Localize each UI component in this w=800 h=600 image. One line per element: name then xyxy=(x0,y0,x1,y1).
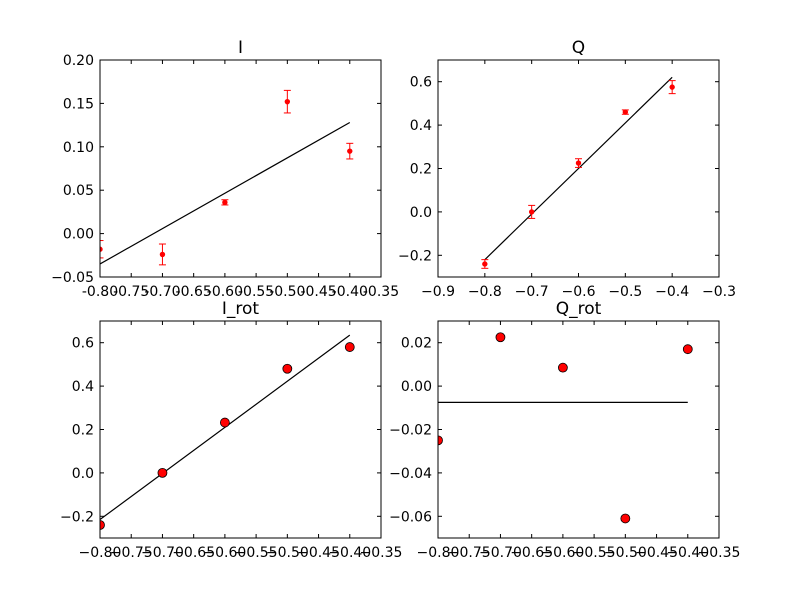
x-tick-label-q-rot-5: −0.55 xyxy=(573,545,616,561)
data-point-q-4 xyxy=(669,84,675,90)
fit-line-q xyxy=(484,76,673,261)
x-tick-label-i-rot-5: −0.55 xyxy=(235,545,278,561)
y-tick-label-i-3: 0.10 xyxy=(63,140,94,156)
x-tick-label-q-rot-7: −0.45 xyxy=(635,545,678,561)
x-tick-label-i-6: -0.50 xyxy=(269,284,305,300)
data-point-i-rot-2 xyxy=(219,417,230,428)
y-tick-label-q-rot-4: −0.06 xyxy=(389,509,432,525)
x-tick-label-i-rot-7: −0.45 xyxy=(297,545,340,561)
x-tick-label-q-rot-8: −0.40 xyxy=(666,545,709,561)
y-tick-label-i-4: 0.15 xyxy=(63,96,94,112)
x-tick-label-i-7: -0.45 xyxy=(300,284,336,300)
data-point-i-2 xyxy=(222,199,228,206)
x-tick-label-q-rot-9: −0.35 xyxy=(698,545,741,561)
x-tick-label-q-6: −0.3 xyxy=(702,284,736,300)
errorbar-i-0 xyxy=(100,240,104,259)
x-tick-label-q-4: −0.5 xyxy=(608,284,642,300)
x-tick-label-q-rot-3: −0.65 xyxy=(510,545,553,561)
subplot-i: -0.80-0.75-0.70-0.65-0.60-0.55-0.50-0.45… xyxy=(51,38,399,300)
data-point-q-rot-4 xyxy=(682,344,693,355)
subplot-q: −0.9 −0.8 −0.7 −0.6 −0.5 −0.4 −0.3 −0.2 0.0 0.2 0.… xyxy=(398,38,736,300)
y-tick-label-q-rot-2: −0.02 xyxy=(389,423,432,439)
plot-area-i xyxy=(100,89,354,266)
data-point-q-2 xyxy=(575,160,582,166)
x-tick-label-q-0: −0.9 xyxy=(421,284,455,300)
data-point-i-3 xyxy=(284,98,291,105)
x-tick-label-q-2: −0.7 xyxy=(515,284,549,300)
y-tick-label-i-rot-4: 0.6 xyxy=(72,336,94,352)
data-point-q-0 xyxy=(482,261,488,267)
x-tick-label-q-1: −0.8 xyxy=(468,284,502,300)
y-tick-label-q-2: 0.2 xyxy=(410,162,432,178)
x-tick-label-i-rot-2: −0.70 xyxy=(141,545,184,561)
x-tick-label-i-3: -0.65 xyxy=(176,284,212,300)
y-tick-label-i-2: 0.05 xyxy=(63,183,94,199)
fit-line-i xyxy=(100,121,351,265)
data-point-i-rot-1 xyxy=(157,467,168,478)
subplot-i-rot: −0.80−0.75−0.70−0.65−0.60−0.55−0.50−0.45… xyxy=(60,299,402,561)
plot-area-q xyxy=(481,76,676,269)
y-tick-label-q-4: 0.6 xyxy=(410,75,432,91)
data-point-q-rot-0 xyxy=(438,435,443,446)
y-tick-label-q-1: 0.0 xyxy=(410,205,432,221)
x-tick-label-q-3: −0.6 xyxy=(562,284,596,300)
data-point-i-1 xyxy=(159,251,166,258)
y-tick-label-i-0: −0.05 xyxy=(51,270,94,286)
x-tick-label-i-9: -0.35 xyxy=(363,284,399,300)
axes-frame-q-rot xyxy=(437,320,720,539)
y-tick-label-i-1: 0.00 xyxy=(63,227,94,243)
y-tick-label-q-rot-1: 0.00 xyxy=(401,379,432,395)
x-tick-label-i-rot-4: −0.60 xyxy=(203,545,246,561)
data-point-q-1 xyxy=(528,209,535,215)
x-tick-label-i-1: -0.75 xyxy=(113,284,149,300)
x-tick-label-i-rot-0: −0.80 xyxy=(79,545,122,561)
data-point-i-rot-4 xyxy=(344,342,355,352)
y-tick-label-i-5: 0.20 xyxy=(63,53,94,69)
plot-area-q-rot xyxy=(438,332,693,524)
x-tick-label-i-rot-6: −0.50 xyxy=(266,545,309,561)
subplot-title-i: I xyxy=(238,38,243,58)
axes-frame-i-rot xyxy=(99,320,382,539)
x-tick-label-i-rot-3: −0.65 xyxy=(172,545,215,561)
data-point-i-4 xyxy=(347,148,353,154)
x-tick-label-i-2: -0.70 xyxy=(144,284,180,300)
plot-area-i-rot xyxy=(100,334,355,530)
data-point-q-rot-2 xyxy=(557,362,568,373)
x-tick-label-q-5: −0.4 xyxy=(655,284,689,300)
data-point-q-rot-1 xyxy=(495,332,506,343)
x-tick-label-i-5: -0.55 xyxy=(238,284,274,300)
x-tick-label-i-rot-8: −0.40 xyxy=(328,545,371,561)
subplot-q-rot: −0.80−0.75−0.70−0.65−0.60−0.55−0.50−0.45… xyxy=(389,299,740,561)
y-tick-label-q-rot-0: 0.02 xyxy=(401,336,432,352)
y-tick-label-q-3: 0.4 xyxy=(410,118,432,134)
x-tick-label-i-rot-9: −0.35 xyxy=(360,545,403,561)
x-tick-label-i-8: -0.40 xyxy=(332,284,368,300)
x-tick-label-i-rot-1: −0.75 xyxy=(110,545,153,561)
x-tick-label-q-rot-4: −0.60 xyxy=(541,545,584,561)
y-tick-label-i-rot-0: −0.2 xyxy=(60,509,94,525)
y-tick-label-q-0: −0.2 xyxy=(398,248,432,264)
x-tick-label-q-rot-0: −0.80 xyxy=(417,545,460,561)
axes-frame-i xyxy=(99,59,382,278)
x-tick-label-i-4: -0.60 xyxy=(207,284,243,300)
x-tick-label-q-rot-1: −0.75 xyxy=(448,545,491,561)
data-point-i-rot-3 xyxy=(282,363,293,374)
data-point-q-rot-3 xyxy=(620,513,631,524)
subplot-title-q-rot: Q_rot xyxy=(556,299,602,319)
y-tick-label-i-rot-1: 0.0 xyxy=(72,466,94,482)
y-tick-label-i-rot-2: 0.2 xyxy=(72,423,94,439)
subplot-title-q: Q xyxy=(572,38,585,58)
subplot-title-i-rot: I_rot xyxy=(222,299,260,319)
x-tick-label-i-0: -0.80 xyxy=(82,284,118,300)
x-tick-label-q-rot-6: −0.50 xyxy=(604,545,647,561)
y-tick-label-i-rot-3: 0.4 xyxy=(72,379,94,395)
data-point-q-3 xyxy=(622,109,629,115)
y-tick-label-q-rot-3: −0.04 xyxy=(389,466,432,482)
data-point-i-rot-0 xyxy=(100,520,105,530)
x-tick-label-q-rot-2: −0.70 xyxy=(479,545,522,561)
